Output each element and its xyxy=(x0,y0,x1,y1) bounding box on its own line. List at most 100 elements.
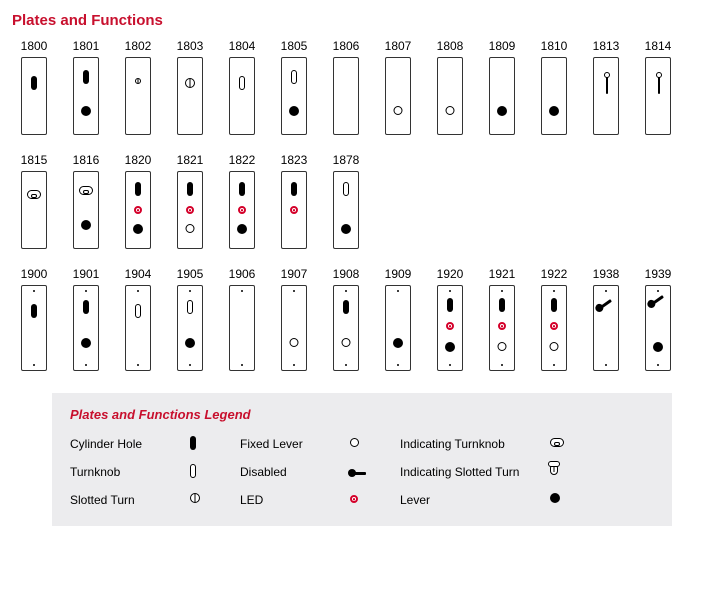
legend-label: Slotted Turn xyxy=(70,493,190,507)
plate xyxy=(125,57,151,135)
dot-icon xyxy=(605,364,607,366)
plate xyxy=(645,285,671,371)
plate xyxy=(281,171,307,249)
legend-icon xyxy=(190,464,220,480)
fixedlever-icon xyxy=(394,106,403,115)
legend-icon xyxy=(190,436,220,452)
plate xyxy=(385,285,411,371)
plate xyxy=(333,57,359,135)
cyl-icon xyxy=(31,304,37,318)
plate xyxy=(177,57,203,135)
plate-cell: 1801 xyxy=(64,39,108,135)
dot-icon xyxy=(33,290,35,292)
plate xyxy=(437,57,463,135)
plate-cell: 1921 xyxy=(480,267,524,371)
dot-icon xyxy=(345,290,347,292)
plate xyxy=(437,285,463,371)
plate-cell: 1908 xyxy=(324,267,368,371)
turnknob-icon xyxy=(135,304,141,318)
dot-icon xyxy=(137,290,139,292)
plate-label: 1800 xyxy=(21,39,48,53)
plate-label: 1814 xyxy=(645,39,672,53)
plate-cell: 1815 xyxy=(12,153,56,249)
slotted-icon xyxy=(135,78,141,84)
legend-label: Indicating Slotted Turn xyxy=(400,465,550,479)
lever-icon xyxy=(289,106,299,116)
plate-cell: 1803 xyxy=(168,39,212,135)
plate-label: 1906 xyxy=(229,267,256,281)
turnknob-icon xyxy=(291,70,297,84)
plate-label: 1803 xyxy=(177,39,204,53)
lever-icon xyxy=(185,338,195,348)
plate-label: 1807 xyxy=(385,39,412,53)
legend-label: Lever xyxy=(400,493,550,507)
dot-icon xyxy=(397,364,399,366)
plate-cell: 1922 xyxy=(532,267,576,371)
ind_turnknob-icon xyxy=(79,186,93,195)
plate-label: 1808 xyxy=(437,39,464,53)
led-icon xyxy=(186,206,194,214)
ind_slotted-icon xyxy=(550,464,558,475)
plate-label: 1823 xyxy=(281,153,308,167)
disabled-icon xyxy=(350,472,366,475)
plate-cell: 1800 xyxy=(12,39,56,135)
plate-label: 1920 xyxy=(437,267,464,281)
led-icon xyxy=(238,206,246,214)
led-icon xyxy=(290,206,298,214)
plate-label: 1901 xyxy=(73,267,100,281)
ind_turnknob-icon xyxy=(27,190,41,199)
cyl-icon xyxy=(343,300,349,314)
plate-label: 1822 xyxy=(229,153,256,167)
plate-label: 1904 xyxy=(125,267,152,281)
plate-label: 1813 xyxy=(593,39,620,53)
cyl-icon xyxy=(291,182,297,196)
plate-cell: 1809 xyxy=(480,39,524,135)
legend-icon xyxy=(550,492,580,508)
plate-label: 1939 xyxy=(645,267,672,281)
plate xyxy=(333,285,359,371)
plate-cell: 1901 xyxy=(64,267,108,371)
fixedlever-icon xyxy=(186,224,195,233)
plate xyxy=(281,57,307,135)
dot-icon xyxy=(397,290,399,292)
turnknob-icon xyxy=(187,300,193,314)
cyl-icon xyxy=(187,182,193,196)
ind_slotted-icon xyxy=(658,75,660,94)
plate-label: 1900 xyxy=(21,267,48,281)
plate xyxy=(73,57,99,135)
plate xyxy=(489,285,515,371)
lever-icon xyxy=(81,106,91,116)
plate-label: 1921 xyxy=(489,267,516,281)
dot-icon xyxy=(189,290,191,292)
dot-icon xyxy=(33,364,35,366)
legend-label: Disabled xyxy=(240,465,350,479)
legend-label: LED xyxy=(240,493,350,507)
plate-cell: 1805 xyxy=(272,39,316,135)
plate xyxy=(229,57,255,135)
turnknob-icon xyxy=(343,182,349,196)
plate-cell: 1813 xyxy=(584,39,628,135)
dot-icon xyxy=(293,364,295,366)
dot-icon xyxy=(605,290,607,292)
plate xyxy=(593,285,619,371)
cyl-icon xyxy=(83,70,89,84)
plate-cell: 1822 xyxy=(220,153,264,249)
plate xyxy=(541,57,567,135)
plate xyxy=(385,57,411,135)
legend-panel: Plates and Functions Legend Cylinder Hol… xyxy=(52,393,672,526)
cyl-icon xyxy=(499,298,505,312)
fixedlever-icon xyxy=(446,106,455,115)
fixedlever-icon xyxy=(550,342,559,351)
disabled-icon xyxy=(597,299,612,311)
plate xyxy=(73,171,99,249)
fixedlever-icon xyxy=(350,438,359,447)
lever-icon xyxy=(81,220,91,230)
lever-icon xyxy=(653,342,663,352)
plate-label: 1816 xyxy=(73,153,100,167)
legend-icon xyxy=(350,492,380,508)
plate-cell: 1909 xyxy=(376,267,420,371)
plate-cell: 1878 xyxy=(324,153,368,249)
plate xyxy=(21,171,47,249)
legend-icon xyxy=(550,436,580,452)
plate-cell: 1904 xyxy=(116,267,160,371)
